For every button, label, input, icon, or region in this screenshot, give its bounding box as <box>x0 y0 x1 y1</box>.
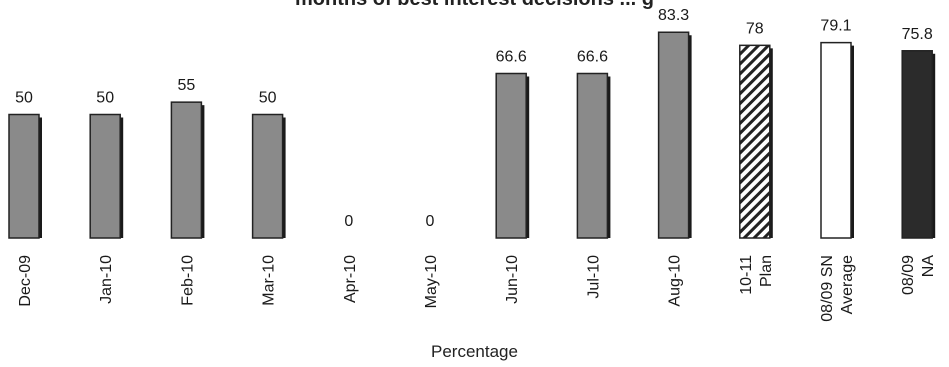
value-label: 75.8 <box>902 26 933 43</box>
value-label: 79.1 <box>820 18 851 35</box>
x-tick-label-line: Jun-10 <box>504 255 521 304</box>
x-tick-label-line: Aug-10 <box>667 255 684 307</box>
value-label: 78 <box>746 20 764 37</box>
x-tick-label-line: Feb-10 <box>179 255 196 306</box>
bars-layer <box>8 31 936 239</box>
bar <box>170 101 203 239</box>
bar <box>8 113 40 239</box>
x-tick-label: 08/09 SN Average <box>819 255 856 322</box>
x-tick-label: 10-11 Plan <box>738 255 775 295</box>
x-tick-label-line: 08/09 <box>900 255 917 295</box>
value-label: 66.6 <box>577 48 608 65</box>
value-label: 83.3 <box>658 7 689 24</box>
bar-shadow <box>200 105 205 239</box>
x-tick-label: Aug-10 <box>667 255 684 307</box>
x-tick-label: May-10 <box>423 255 440 308</box>
bar <box>739 44 771 239</box>
x-tick-label: Mar-10 <box>261 255 278 306</box>
x-tick-label: Feb-10 <box>179 255 196 306</box>
bar-shadow <box>525 76 530 238</box>
bar-shadow <box>768 48 773 239</box>
bar-shadow <box>931 53 936 238</box>
bar <box>576 72 609 239</box>
chart-title: months of best interest decisions ... g <box>0 0 949 11</box>
value-label: 0 <box>344 213 353 230</box>
x-tick-label: Dec-09 <box>17 255 34 307</box>
bar <box>251 113 284 239</box>
bar <box>89 113 121 239</box>
bar-shadow <box>119 117 124 238</box>
x-tick-label-line: Apr-10 <box>342 255 359 303</box>
x-tick-label-line: 10-11 <box>738 255 755 295</box>
x-tick-label-line: Average <box>839 255 856 314</box>
x-axis-title: Percentage <box>431 342 518 361</box>
bar-shadow <box>38 117 42 238</box>
value-label: 66.6 <box>496 48 527 65</box>
bar-shadow <box>850 45 854 238</box>
x-tick-label-line: May-10 <box>423 255 440 308</box>
x-tick-labels-layer: Dec-09 Jan-10 Feb-10 Mar-10 Apr-10 May-10 Jun-… <box>17 255 937 322</box>
x-tick-label-line: 08/09 SN <box>819 255 836 322</box>
value-label: 50 <box>259 90 277 107</box>
value-label: 55 <box>178 77 196 94</box>
bar <box>820 41 852 239</box>
value-label: 50 <box>15 90 33 107</box>
x-tick-label-line: Jul-10 <box>585 255 602 299</box>
bar-shadow <box>281 117 286 238</box>
value-labels-layer: 50 50 55 50 0 0 66.6 66.6 83.3 78 79.1 75.8 <box>15 7 933 230</box>
x-tick-label-line: Jan-10 <box>98 255 115 304</box>
bar-shadow <box>606 76 611 238</box>
x-tick-label: Apr-10 <box>342 255 359 303</box>
value-label: 50 <box>96 90 114 107</box>
x-tick-label: Jan-10 <box>98 255 115 304</box>
x-tick-label: Jun-10 <box>504 255 521 304</box>
x-tick-label-line: NA <box>920 255 937 278</box>
bar-shadow <box>687 35 692 239</box>
x-tick-label-line: Dec-09 <box>17 255 34 307</box>
x-tick-label: Jul-10 <box>585 255 602 299</box>
bar <box>495 72 527 239</box>
bar <box>901 50 933 239</box>
bar <box>657 31 690 239</box>
x-tick-label: 08/09 NA <box>900 255 937 295</box>
value-label: 0 <box>426 213 435 230</box>
x-tick-label-line: Plan <box>758 255 775 287</box>
x-tick-label-line: Mar-10 <box>261 255 278 306</box>
